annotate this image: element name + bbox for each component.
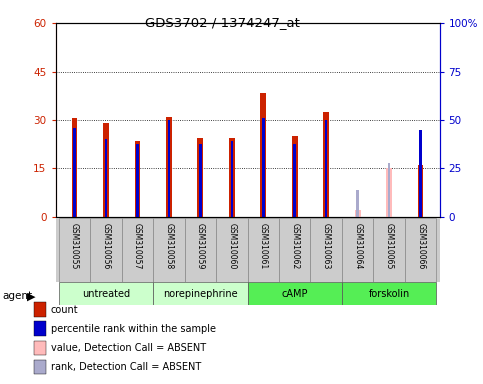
Bar bbox=[342, 282, 436, 305]
Bar bbox=[294, 144, 296, 217]
Text: GSM310058: GSM310058 bbox=[164, 223, 173, 269]
Text: GSM310066: GSM310066 bbox=[416, 223, 425, 269]
Bar bbox=[373, 218, 405, 282]
Text: untreated: untreated bbox=[82, 289, 130, 299]
Text: forskolin: forskolin bbox=[369, 289, 410, 299]
Bar bbox=[405, 218, 436, 282]
Bar bbox=[386, 169, 392, 217]
Bar bbox=[166, 117, 171, 217]
Bar bbox=[248, 218, 279, 282]
Bar bbox=[216, 218, 248, 282]
Text: agent: agent bbox=[2, 291, 32, 301]
Bar bbox=[356, 190, 359, 217]
Text: norepinephrine: norepinephrine bbox=[163, 289, 238, 299]
Text: GSM310059: GSM310059 bbox=[196, 223, 205, 269]
Text: count: count bbox=[51, 305, 78, 314]
Bar bbox=[324, 112, 329, 217]
Bar bbox=[153, 282, 248, 305]
Bar bbox=[262, 118, 265, 217]
Text: cAMP: cAMP bbox=[282, 289, 308, 299]
Bar bbox=[59, 282, 153, 305]
Bar bbox=[135, 141, 140, 217]
Bar bbox=[136, 144, 139, 217]
Bar bbox=[90, 218, 122, 282]
Bar bbox=[325, 120, 327, 217]
Bar bbox=[59, 218, 90, 282]
Text: GSM310057: GSM310057 bbox=[133, 223, 142, 269]
Bar bbox=[71, 118, 77, 217]
Text: GSM310055: GSM310055 bbox=[70, 223, 79, 269]
Bar bbox=[355, 210, 360, 217]
Bar bbox=[185, 218, 216, 282]
Bar bbox=[279, 218, 311, 282]
Bar bbox=[388, 163, 390, 217]
Text: GSM310065: GSM310065 bbox=[384, 223, 394, 269]
Text: ▶: ▶ bbox=[27, 291, 35, 301]
Text: GSM310063: GSM310063 bbox=[322, 223, 331, 269]
Text: GSM310064: GSM310064 bbox=[353, 223, 362, 269]
Text: rank, Detection Call = ABSENT: rank, Detection Call = ABSENT bbox=[51, 362, 201, 372]
Text: GSM310056: GSM310056 bbox=[101, 223, 111, 269]
Bar bbox=[153, 218, 185, 282]
Bar bbox=[248, 282, 342, 305]
Bar bbox=[342, 218, 373, 282]
Bar bbox=[199, 144, 201, 217]
Bar bbox=[168, 120, 170, 217]
Text: percentile rank within the sample: percentile rank within the sample bbox=[51, 324, 216, 334]
Text: value, Detection Call = ABSENT: value, Detection Call = ABSENT bbox=[51, 343, 206, 353]
Bar bbox=[292, 136, 298, 217]
Text: GSM310061: GSM310061 bbox=[259, 223, 268, 269]
Bar bbox=[103, 123, 109, 217]
Bar bbox=[105, 139, 107, 217]
Bar bbox=[73, 128, 76, 217]
Bar bbox=[418, 165, 424, 217]
Text: GSM310060: GSM310060 bbox=[227, 223, 236, 269]
Bar bbox=[198, 138, 203, 217]
Bar bbox=[122, 218, 153, 282]
Bar bbox=[311, 218, 342, 282]
Bar bbox=[229, 138, 235, 217]
Bar bbox=[230, 141, 233, 217]
Bar bbox=[419, 130, 422, 217]
Bar bbox=[260, 93, 266, 217]
Text: GSM310062: GSM310062 bbox=[290, 223, 299, 269]
Text: GDS3702 / 1374247_at: GDS3702 / 1374247_at bbox=[145, 16, 299, 29]
